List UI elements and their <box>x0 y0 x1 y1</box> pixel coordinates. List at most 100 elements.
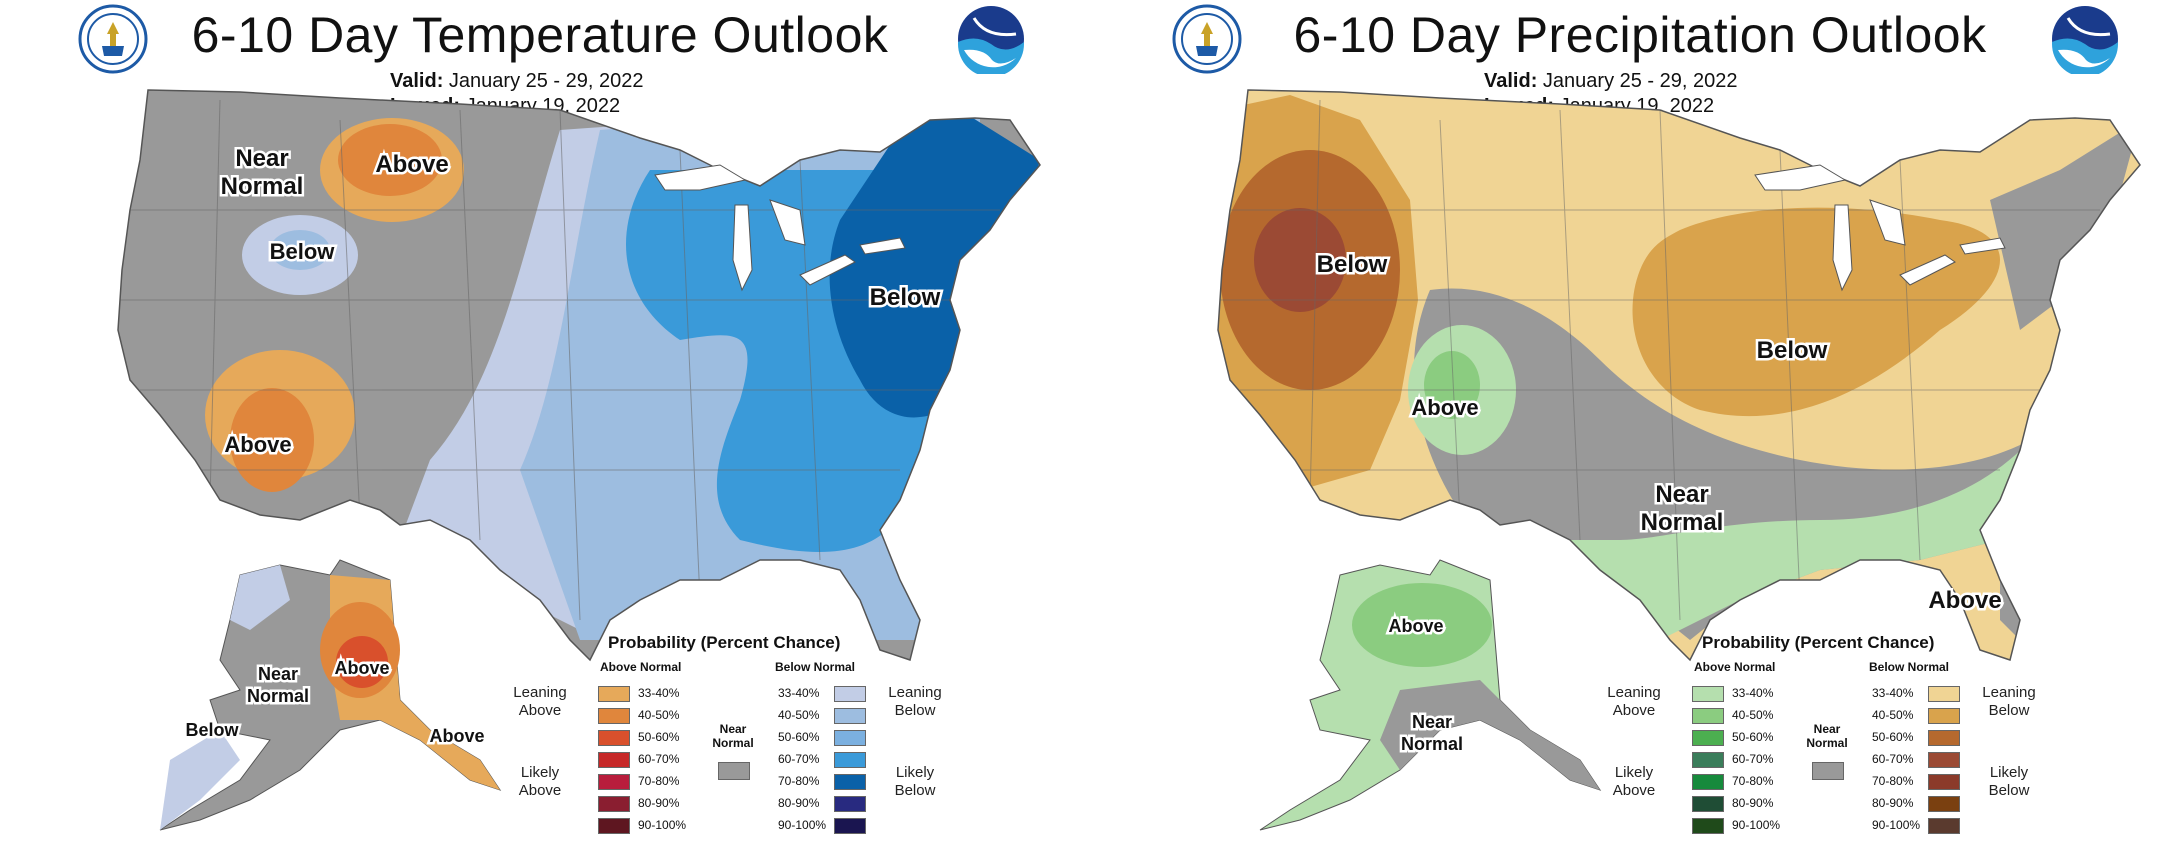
legend-below-row: 60-70% <box>1872 750 1972 769</box>
legend-above-swatch <box>598 730 630 746</box>
legend-below-row: 33-40% <box>1872 684 1972 703</box>
legend-likely-below: Likely Below <box>1974 764 2044 800</box>
legend-below-row: 80-90% <box>1872 794 1972 813</box>
legend-below-range: 33-40% <box>1872 686 1914 700</box>
valid-label: Valid: <box>390 70 444 92</box>
great-lakes <box>654 164 906 292</box>
legend-above-range: 80-90% <box>1732 796 1774 810</box>
legend-leaning-below-line1: Leaning <box>888 684 942 701</box>
label-ak-below: Below <box>185 720 239 740</box>
label-ak-near-2: Normal <box>1401 734 1463 754</box>
legend-likely-above: Likely Above <box>1599 764 1669 800</box>
legend-above-swatch <box>1692 818 1724 834</box>
legend-title: Probability (Percent Chance) <box>608 633 841 652</box>
temperature-map: Near Normal Above Below Above Below Near… <box>117 89 1041 831</box>
legend-near-line1: Near <box>1813 722 1841 736</box>
label-below-east: Below <box>1757 337 1828 364</box>
legend-above-row: 50-60% <box>1692 728 1792 747</box>
legend-leaning-below-line2: Below <box>1988 702 2030 719</box>
legend-below-row: 70-80% <box>1872 772 1972 791</box>
legend-above-swatch <box>598 818 630 834</box>
label-below-ne: Below <box>870 284 941 311</box>
legend-above-range: 90-100% <box>1732 818 1781 832</box>
legend-below-row: 60-70% <box>778 750 878 769</box>
legend-below-swatch <box>1928 796 1960 812</box>
legend-leaning-above: Leaning Above <box>505 684 575 720</box>
label-near-1: Near <box>1655 481 1708 508</box>
legend-above-swatch <box>1692 708 1724 724</box>
great-lakes <box>1754 164 2006 292</box>
legend-likely-above: Likely Above <box>505 764 575 800</box>
legend-leaning-above-line2: Above <box>518 702 562 719</box>
legend-above-swatch <box>1692 752 1724 768</box>
legend-likely-above-line1: Likely <box>1614 764 1654 781</box>
legend-likely-below-line2: Below <box>1988 782 2030 799</box>
label-ak-near-1: Near <box>1412 712 1452 732</box>
legend-near-line2: Normal <box>712 736 754 750</box>
legend-above-range: 90-100% <box>638 818 687 832</box>
legend-above-range: 50-60% <box>638 730 680 744</box>
legend-below-swatch <box>834 686 866 702</box>
label-near-2: Normal <box>1641 509 1724 536</box>
legend-near-normal: Near Normal <box>708 722 758 750</box>
legend-below-range: 90-100% <box>778 818 827 832</box>
alaska-fill <box>159 559 502 831</box>
legend-likely-above-line1: Likely <box>520 764 560 781</box>
label-ak-near-2: Normal <box>247 686 309 706</box>
legend-above-row: 50-60% <box>598 728 698 747</box>
legend-above-row: 40-50% <box>598 706 698 725</box>
legend-below-swatch <box>1928 686 1960 702</box>
legend-above-swatch <box>1692 730 1724 746</box>
legend-below-range: 90-100% <box>1872 818 1921 832</box>
legend-near-swatch <box>1812 762 1844 780</box>
temperature-outlook-panel: 6-10 Day Temperature Outlook Valid: Janu… <box>78 4 1041 834</box>
valid-value: January 25 - 29, 2022 <box>448 70 644 92</box>
legend-likely-above-line2: Above <box>1612 782 1656 799</box>
valid-dates: Valid: January 25 - 29, 2022 <box>390 70 644 93</box>
label-near-normal-1: Near <box>235 145 288 172</box>
legend-leaning-below: Leaning Below <box>880 684 950 720</box>
legend-below-row: 80-90% <box>778 794 878 813</box>
legend-above-range: 70-80% <box>638 774 680 788</box>
legend-above-row: 70-80% <box>598 772 698 791</box>
legend-leaning-above-line1: Leaning <box>513 684 567 701</box>
label-ak-above: Above <box>1388 616 1443 636</box>
legend-above-row: 80-90% <box>1692 794 1792 813</box>
legend-below-swatch <box>1928 752 1960 768</box>
legend-below-header: Below Normal <box>1869 660 1950 674</box>
doc-seal-icon <box>78 4 148 74</box>
legend-above-row: 33-40% <box>598 684 698 703</box>
legend-above-row: 40-50% <box>1692 706 1792 725</box>
legend-below-row: 70-80% <box>778 772 878 791</box>
legend-likely-below-line1: Likely <box>1989 764 2029 781</box>
legend-likely-below-line2: Below <box>894 782 936 799</box>
legend-above-row: 60-70% <box>598 750 698 769</box>
label-above-fl: Above <box>1928 587 2001 614</box>
legend-below-range: 33-40% <box>778 686 820 700</box>
legend-likely-above-line2: Above <box>518 782 562 799</box>
legend-below-range: 40-50% <box>1872 708 1914 722</box>
legend-leaning-above: Leaning Above <box>1599 684 1669 720</box>
legend-below-row: 40-50% <box>1872 706 1972 725</box>
legend-leaning-below: Leaning Below <box>1974 684 2044 720</box>
legend-below-range: 80-90% <box>778 796 820 810</box>
legend-above-range: 60-70% <box>638 752 680 766</box>
legend-likely-below-line1: Likely <box>895 764 935 781</box>
noaa-logo-icon <box>958 6 1024 74</box>
legend-near-swatch <box>718 762 750 780</box>
legend-above-header: Above Normal <box>1694 660 1776 674</box>
legend-below-range: 50-60% <box>1872 730 1914 744</box>
legend-below-row: 90-100% <box>1872 816 1972 835</box>
legend-below-swatch <box>1928 818 1960 834</box>
legend-below-swatch <box>834 796 866 812</box>
label-near-normal-2: Normal <box>221 173 304 200</box>
legend-above-swatch <box>598 686 630 702</box>
legend-below-row: 40-50% <box>778 706 878 725</box>
label-ak-above-se: Above <box>429 726 484 746</box>
legend-above-swatch <box>598 708 630 724</box>
legend-below-range: 70-80% <box>1872 774 1914 788</box>
valid-label: Valid: <box>1484 70 1538 92</box>
legend-below-range: 60-70% <box>1872 752 1914 766</box>
legend-leaning-above-line2: Above <box>1612 702 1656 719</box>
legend-below-range: 50-60% <box>778 730 820 744</box>
